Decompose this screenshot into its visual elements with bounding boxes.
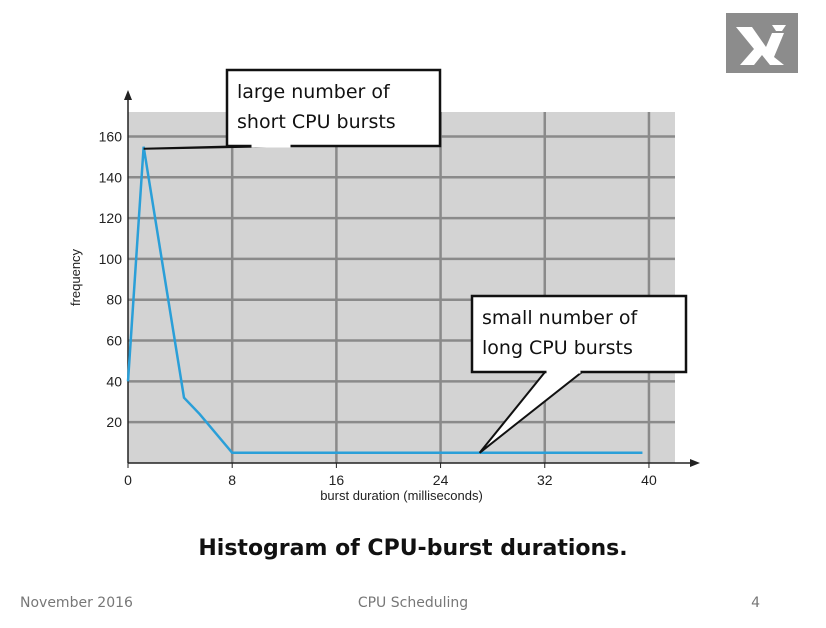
- plot-area: [128, 112, 675, 463]
- x-tick-label: 0: [124, 472, 132, 488]
- callout-frame: [470, 294, 688, 374]
- x-axis-arrow: [690, 459, 700, 467]
- y-tick-label: 80: [106, 292, 122, 308]
- callout-text-line: long CPU bursts: [482, 337, 633, 359]
- y-axis-arrow: [124, 90, 132, 100]
- y-tick-label: 100: [99, 251, 123, 267]
- callout-text-line: short CPU bursts: [237, 111, 396, 133]
- y-tick-label: 40: [106, 373, 122, 389]
- y-tick-label: 60: [106, 333, 122, 349]
- y-axis-label: frequency: [68, 248, 83, 306]
- x-axis-label: burst duration (milliseconds): [320, 488, 483, 503]
- slide-caption: Histogram of CPU-burst durations.: [198, 536, 628, 561]
- university-logo-icon: [726, 13, 798, 73]
- x-tick-label: 16: [329, 472, 345, 488]
- callouts: large number of short CPU bursts small num…: [143, 68, 688, 454]
- y-tick-label: 160: [99, 128, 123, 144]
- footer-page-number: 4: [751, 595, 760, 611]
- footer-title: CPU Scheduling: [357, 595, 469, 611]
- y-tick-label: 120: [99, 210, 123, 226]
- x-tick-label: 8: [228, 472, 236, 488]
- y-tick-label: 140: [99, 169, 123, 185]
- callout-frame: [225, 68, 442, 148]
- x-tick-label: 24: [433, 472, 449, 488]
- tick-labels: 0 8 16 24 32 40 20 40 60 80 100 120 140 160: [99, 128, 657, 488]
- x-tick-label: 40: [641, 472, 657, 488]
- callout-box: large number of short CPU bursts: [143, 68, 442, 150]
- series-line: [126, 146, 643, 455]
- callout-text-line: large number of: [237, 81, 391, 103]
- axes: [124, 90, 700, 467]
- y-tick-label: 20: [106, 414, 122, 430]
- callout-text-line: small number of: [482, 307, 638, 329]
- footer-date: November 2016: [20, 595, 133, 611]
- callout-box: small number of long CPU bursts: [470, 294, 688, 454]
- x-tick-label: 32: [537, 472, 553, 488]
